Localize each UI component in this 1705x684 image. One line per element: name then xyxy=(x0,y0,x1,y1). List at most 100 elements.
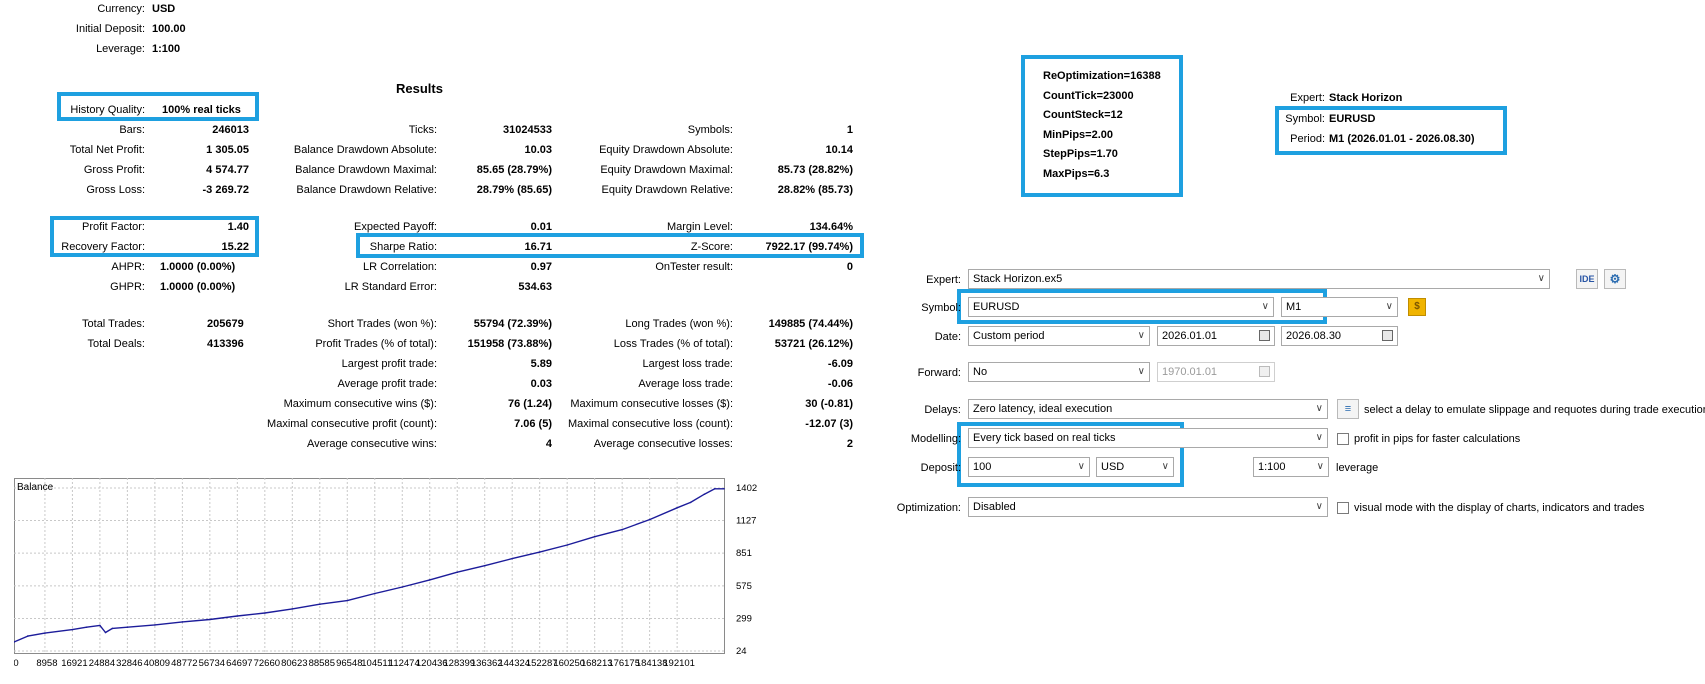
x-tick-label: 8958 xyxy=(36,658,57,669)
highlight-symbol-period xyxy=(1275,106,1507,155)
parameter-line: MinPips=2.00 xyxy=(1043,128,1114,141)
ghpr-value: 1.0000 (0.00%) xyxy=(160,281,236,293)
x-tick-label: 136362 xyxy=(471,658,503,669)
date-to-picker[interactable]: 2026.08.30 xyxy=(1281,326,1398,346)
x-tick-label: 40809 xyxy=(144,658,170,669)
ahpr-value: 1.0000 (0.00%) xyxy=(160,261,236,273)
chevron-down-icon: ∨ xyxy=(1261,301,1269,312)
settings-optimization-label: Optimization: xyxy=(896,502,961,514)
results-title: Results xyxy=(396,81,443,96)
stat-col1-row-value: 4 574.77 xyxy=(206,164,249,176)
highlight-sharpe-zscore xyxy=(356,233,864,258)
modelling-select[interactable]: Every tick based on real ticks ∨ xyxy=(968,428,1328,448)
delays-select-value: Zero latency, ideal execution xyxy=(973,403,1113,415)
balance-point xyxy=(209,618,211,621)
visual-mode-checkbox[interactable] xyxy=(1337,502,1349,514)
y-tick-label: 575 xyxy=(736,581,752,592)
trade-col2-row-label: Short Trades (won %): xyxy=(327,318,437,330)
balance-point xyxy=(71,628,74,631)
balance-point xyxy=(27,635,29,637)
date-mode-select[interactable]: Custom period ∨ xyxy=(968,326,1150,346)
symbol-properties-icon[interactable]: $ xyxy=(1408,298,1426,316)
stat-col3-row-label: Equity Drawdown Absolute: xyxy=(599,144,733,156)
parameters-list: ReOptimization=16388 CountTick=23000 Count… xyxy=(1043,67,1161,184)
delays-select[interactable]: Zero latency, ideal execution ∨ xyxy=(968,399,1328,419)
date-from-value: 2026.01.01 xyxy=(1162,330,1218,342)
info-period-label: Period: xyxy=(1290,133,1325,145)
balance-point xyxy=(264,612,266,614)
profit-factor-label: Profit Factor: xyxy=(82,221,145,233)
deposit-select[interactable]: 100 ∨ xyxy=(968,457,1090,477)
trade-col2-row-label: Profit Trades (% of total): xyxy=(315,338,437,350)
y-tick-label: 299 xyxy=(736,613,752,624)
initial-deposit-value: 100.00 xyxy=(152,23,186,35)
balance-point xyxy=(85,626,88,628)
x-tick-label: 24884 xyxy=(89,658,115,669)
chevron-down-icon: ∨ xyxy=(1385,301,1393,312)
forward-date-value: 1970.01.01 xyxy=(1162,366,1218,378)
trade-col3-row-value: -0.06 xyxy=(827,378,853,390)
profit-pips-checkbox[interactable] xyxy=(1337,433,1349,445)
info-symbol-label: Symbol: xyxy=(1285,113,1325,125)
trade-col3-row-value: -12.07 (3) xyxy=(805,418,853,430)
date-from-picker[interactable]: 2026.01.01 xyxy=(1157,326,1275,346)
x-tick-label: 32846 xyxy=(116,658,142,669)
balance-point xyxy=(126,626,129,628)
balance-point xyxy=(621,528,623,531)
optimization-select[interactable]: Disabled ∨ xyxy=(968,497,1328,517)
balance-point xyxy=(319,603,321,605)
balance-point xyxy=(374,592,376,595)
settings-modelling-label: Modelling: xyxy=(910,433,961,445)
gear-icon[interactable]: ⚙ xyxy=(1604,269,1626,289)
total-deals-label: Total Deals: xyxy=(87,338,145,350)
y-tick-label: 1127 xyxy=(736,516,756,527)
sharpe-ratio-label: Sharpe Ratio: xyxy=(369,241,437,253)
settings-delays-label: Delays: xyxy=(924,404,961,416)
balance-point xyxy=(14,641,15,643)
stat-col1-row-label: Gross Loss: xyxy=(86,184,145,196)
trade-col2-row-value: 0.03 xyxy=(530,378,552,390)
highlight-modelling-deposit xyxy=(957,422,1184,487)
parameter-line: CountTick=23000 xyxy=(1043,89,1134,102)
stat-col2-row-value: 10.03 xyxy=(524,144,552,156)
z-score-value: 7922.17 (99.74%) xyxy=(765,241,853,253)
parameter-line: ReOptimization=16388 xyxy=(1043,70,1161,82)
x-tick-label: 64697 xyxy=(226,658,252,669)
expert-select[interactable]: Stack Horizon.ex5 ∨ xyxy=(968,269,1550,289)
profit-factor-value: 1.40 xyxy=(227,221,249,233)
trade-col3-row-label: Long Trades (won %): xyxy=(625,318,733,330)
delay-settings-icon[interactable]: ≡ xyxy=(1337,399,1359,419)
chart-frame xyxy=(14,478,725,654)
trade-col2-row-label: Maximal consecutive profit (count): xyxy=(267,418,437,430)
stat-col3-row-label: Equity Drawdown Maximal: xyxy=(600,164,733,176)
info-expert-label: Expert: xyxy=(1290,92,1325,104)
ahpr-label: AHPR: xyxy=(111,261,145,273)
timeframe-select-value: M1 xyxy=(1286,301,1302,313)
balance-point xyxy=(483,564,486,567)
balance-point xyxy=(44,632,46,634)
ghpr-label: GHPR: xyxy=(110,281,145,293)
leverage-select[interactable]: 1:100 ∨ xyxy=(1253,457,1329,477)
balance-point xyxy=(511,557,513,560)
recovery-factor-label: Recovery Factor: xyxy=(61,241,145,253)
deposit-select-value: 100 xyxy=(973,461,992,473)
delays-hint: select a delay to emulate slippage and r… xyxy=(1364,404,1705,416)
x-tick-label: 16921 xyxy=(61,658,87,669)
x-tick-label: 176175 xyxy=(608,658,640,669)
settings-expert-label: Expert: xyxy=(926,274,961,286)
parameter-line: CountSteck=12 xyxy=(1043,109,1123,121)
leverage-value: 1:100 xyxy=(152,43,181,55)
x-tick-label: 80623 xyxy=(281,658,307,669)
margin-level-value: 134.64% xyxy=(809,221,853,233)
trade-col2-row-value: 5.89 xyxy=(530,358,552,370)
ide-button[interactable]: IDE xyxy=(1576,269,1598,289)
forward-select[interactable]: No ∨ xyxy=(968,362,1150,382)
lr-correlation-label: LR Correlation: xyxy=(363,261,437,273)
deposit-currency-select[interactable]: USD ∨ xyxy=(1096,457,1174,477)
x-tick-label: 168213 xyxy=(581,658,613,669)
balance-point xyxy=(99,624,101,627)
symbol-select[interactable]: EURUSD ∨ xyxy=(968,297,1274,317)
x-tick-label: 192101 xyxy=(663,658,695,669)
timeframe-select[interactable]: M1 ∨ xyxy=(1281,297,1398,317)
optimization-select-value: Disabled xyxy=(973,501,1016,513)
